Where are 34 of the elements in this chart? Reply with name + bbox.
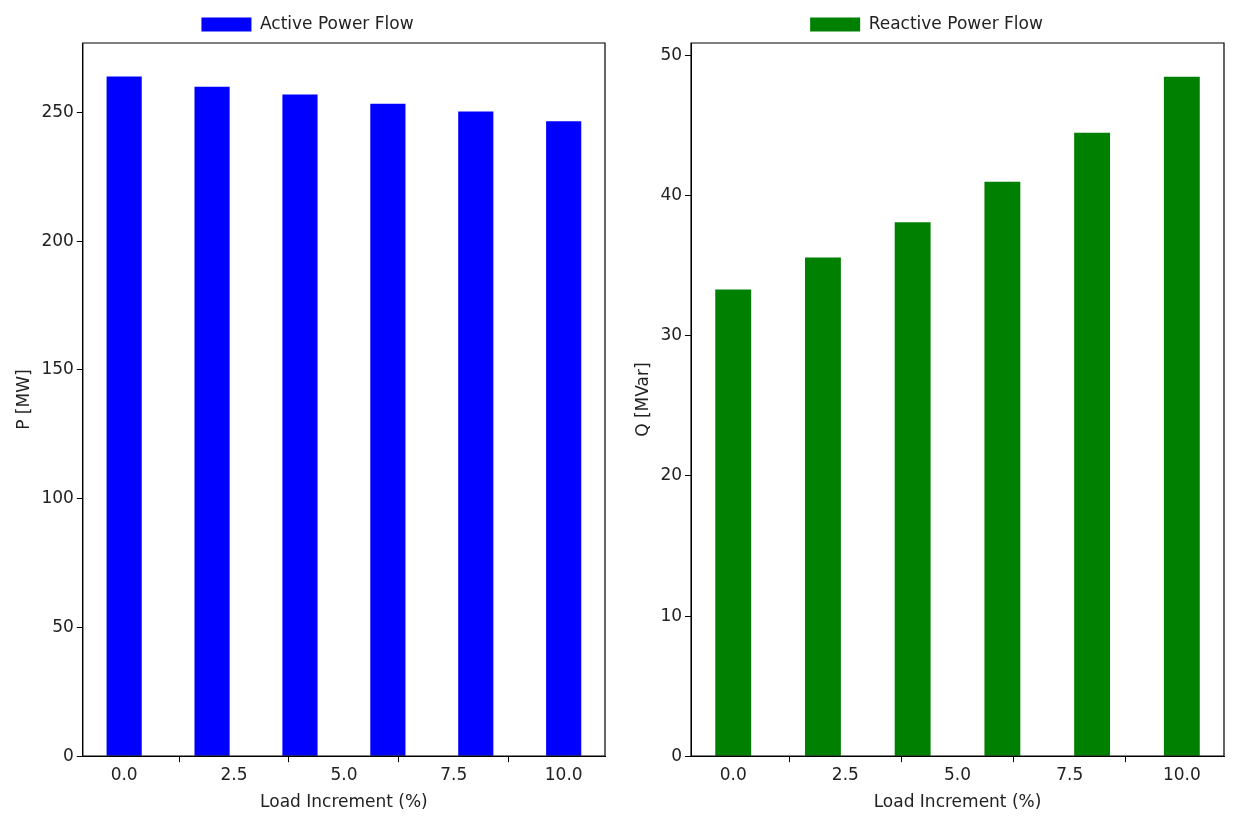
y-tick-label: 250 (41, 100, 74, 121)
legend-label: Reactive Power Flow (868, 12, 1043, 33)
y-tick-label: 50 (660, 44, 683, 65)
y-tick-label: 150 (41, 358, 74, 379)
x-tick-label: 2.5 (220, 763, 248, 784)
bar (984, 181, 1021, 756)
y-axis-title: Q [MVar] (631, 362, 652, 437)
x-tick-label: 0.0 (110, 763, 138, 784)
bar (1074, 132, 1111, 756)
y-axis-title: P [MW] (12, 369, 33, 430)
x-tick-label: 5.0 (943, 763, 972, 784)
y-tick-label: 100 (41, 487, 74, 508)
x-tick-label: 10.0 (544, 763, 583, 784)
y-tick-label: 30 (660, 324, 683, 345)
y-tick-label: 40 (660, 184, 683, 205)
y-tick-label: 200 (41, 229, 74, 250)
y-tick-label: 0 (63, 744, 74, 765)
legend-label: Active Power Flow (259, 12, 414, 33)
x-tick-label: 7.5 (1056, 763, 1084, 784)
bar (1163, 76, 1200, 756)
y-tick-label: 20 (660, 464, 683, 485)
x-axis-title: Load Increment (%) (260, 791, 428, 812)
y-tick-label: 0 (671, 744, 683, 765)
x-tick-label: 7.5 (440, 763, 468, 784)
x-tick-label: 2.5 (831, 763, 859, 784)
x-tick-label: 5.0 (330, 763, 358, 784)
x-axis-title: Load Increment (%) (873, 791, 1042, 812)
bar (715, 289, 752, 756)
y-tick-label: 10 (660, 604, 683, 625)
bar (894, 222, 931, 756)
x-tick-label: 10.0 (1162, 763, 1201, 784)
x-tick-label: 0.0 (719, 763, 747, 784)
bar (804, 257, 841, 756)
y-tick-label: 50 (52, 615, 74, 636)
